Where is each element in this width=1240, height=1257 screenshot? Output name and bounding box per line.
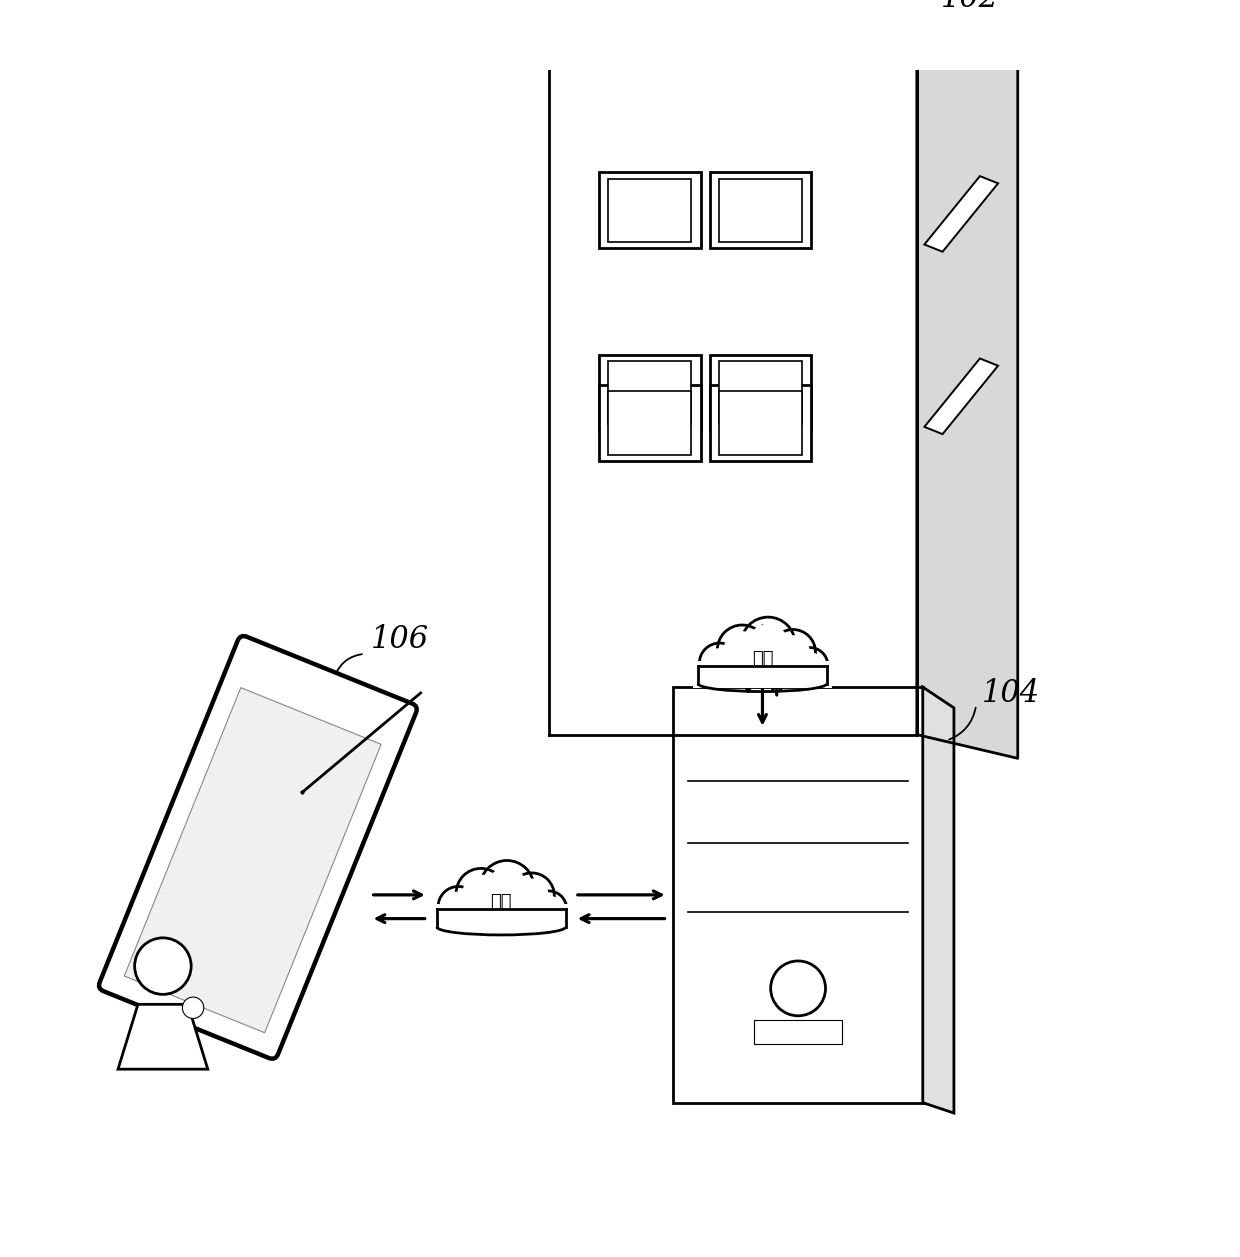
Circle shape xyxy=(463,875,500,911)
Circle shape xyxy=(135,938,191,994)
Circle shape xyxy=(456,869,506,918)
Circle shape xyxy=(510,872,554,918)
Bar xyxy=(673,688,923,1102)
Circle shape xyxy=(776,635,810,669)
Circle shape xyxy=(515,879,548,913)
Circle shape xyxy=(486,867,527,908)
Polygon shape xyxy=(924,176,998,251)
Bar xyxy=(599,385,701,461)
Text: 网络: 网络 xyxy=(491,894,512,911)
Circle shape xyxy=(531,891,567,928)
Circle shape xyxy=(748,623,789,665)
Circle shape xyxy=(742,617,795,671)
Circle shape xyxy=(704,649,735,679)
Bar xyxy=(709,385,811,461)
Bar xyxy=(709,172,811,249)
Circle shape xyxy=(443,891,474,921)
Bar xyxy=(719,391,802,455)
Polygon shape xyxy=(916,0,1018,758)
Text: 图络: 图络 xyxy=(751,650,774,667)
Polygon shape xyxy=(549,0,916,734)
Bar xyxy=(599,172,701,249)
Circle shape xyxy=(771,960,826,1016)
Circle shape xyxy=(536,895,562,923)
Bar xyxy=(609,391,692,455)
Circle shape xyxy=(792,647,828,684)
Text: 106: 106 xyxy=(371,625,429,655)
Polygon shape xyxy=(924,358,998,434)
Bar xyxy=(709,354,811,431)
Text: 102: 102 xyxy=(941,0,998,14)
Text: 104: 104 xyxy=(982,678,1040,709)
Bar xyxy=(754,1019,842,1045)
Circle shape xyxy=(480,861,534,915)
Circle shape xyxy=(182,997,203,1018)
Bar xyxy=(599,354,701,431)
Circle shape xyxy=(724,631,761,669)
Circle shape xyxy=(796,652,823,679)
Bar xyxy=(719,178,802,241)
Bar xyxy=(719,361,802,425)
Bar xyxy=(609,361,692,425)
FancyBboxPatch shape xyxy=(99,636,417,1058)
Circle shape xyxy=(718,625,768,675)
Bar xyxy=(432,905,572,931)
Bar xyxy=(124,688,381,1033)
Polygon shape xyxy=(923,688,954,1112)
Bar xyxy=(609,178,692,241)
Circle shape xyxy=(770,630,816,675)
Bar xyxy=(693,661,832,688)
Circle shape xyxy=(438,886,479,928)
Circle shape xyxy=(699,644,740,684)
Bar xyxy=(694,661,830,686)
Bar xyxy=(434,905,569,929)
Polygon shape xyxy=(118,1004,208,1070)
Polygon shape xyxy=(549,0,1018,47)
